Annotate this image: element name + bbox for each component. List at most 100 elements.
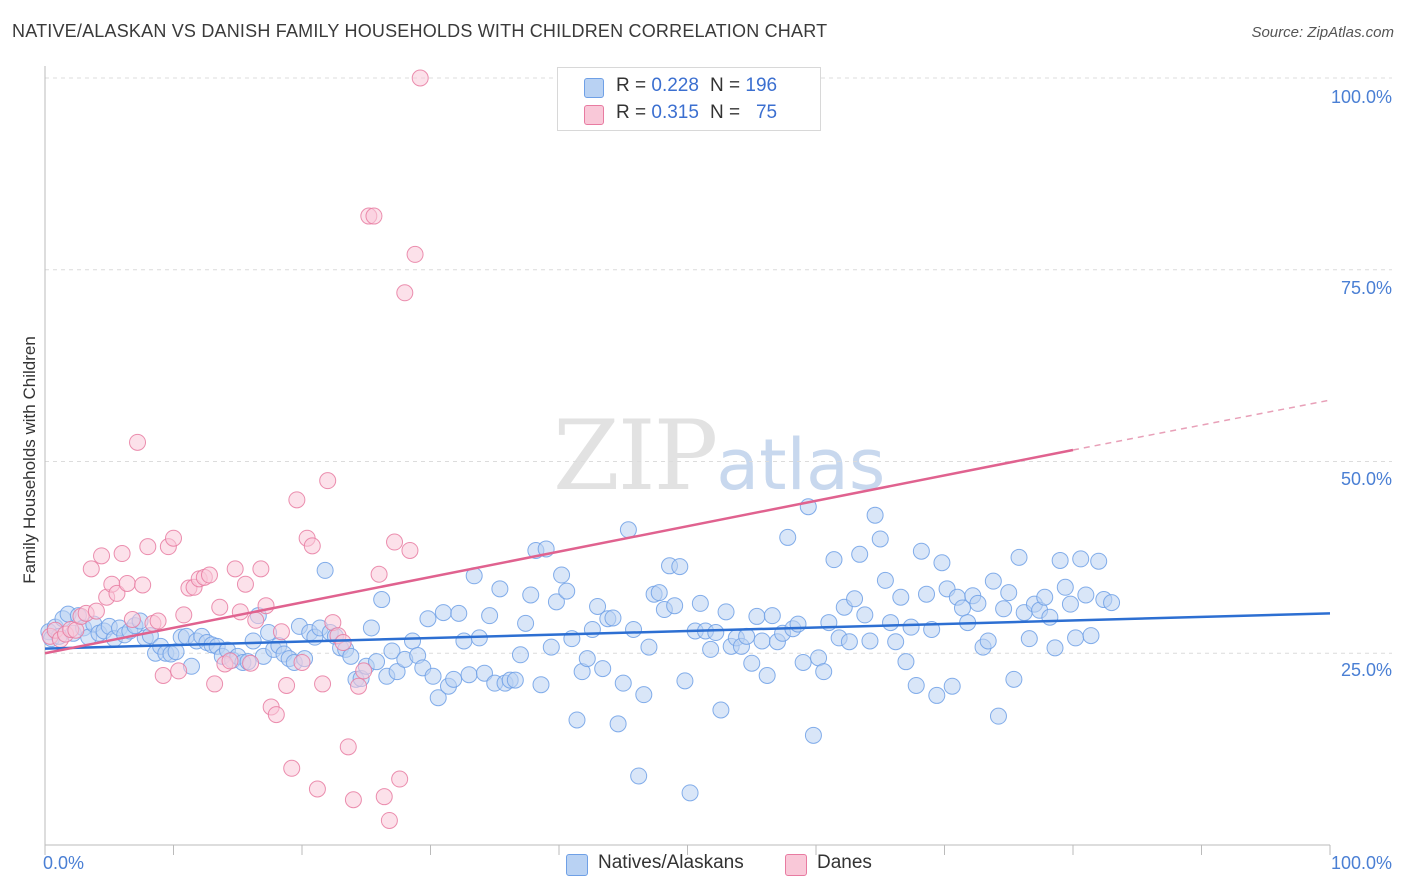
data-point [206,675,224,693]
data-point [362,619,380,637]
data-point [1036,588,1054,606]
data-point [511,646,529,664]
data-point [902,618,920,636]
data-point [625,620,643,638]
data-point [293,653,311,671]
data-point [681,784,699,802]
data-point [434,604,452,622]
data-point [342,647,360,665]
data-point [851,545,869,563]
data-point [794,653,812,671]
trendline-danes [44,448,1074,655]
data-point [928,686,946,704]
data-point [355,662,373,680]
data-point [344,791,362,809]
data-point [748,607,766,625]
data-point [532,676,550,694]
data-point [871,530,889,548]
data-point [154,666,172,684]
data-point [460,666,478,684]
data-point [676,672,694,690]
data-point [614,674,632,692]
legend-swatch-natives [566,854,588,876]
data-point [108,584,126,602]
data-point [429,689,447,707]
data-point [912,542,930,560]
data-point [609,715,627,733]
data-point [319,472,337,490]
data-point [907,676,925,694]
data-point [702,640,720,658]
data-point [445,670,463,688]
data-point [1067,629,1085,647]
data-point [1082,627,1100,645]
data-point [568,711,586,729]
data-point [288,491,306,509]
data-point [969,594,987,612]
data-point [707,624,725,642]
stats-row-danes: R = 0.315 N = 75 [558,100,820,128]
data-point [226,560,244,578]
data-point [589,597,607,615]
data-point [558,582,576,600]
y-tick-50: 50.0% [1340,469,1392,489]
data-point [1090,552,1108,570]
data-point [278,676,296,694]
data-point [396,284,414,302]
y-tick-100: 100.0% [1330,87,1392,107]
data-point [314,675,332,693]
data-point [640,638,658,656]
data-point [123,611,141,629]
data-point [650,584,668,602]
data-point [200,566,218,584]
y-axis-label: Family Households with Children [20,336,39,584]
data-point [236,575,254,593]
data-point [252,560,270,578]
data-point [933,554,951,572]
data-point [170,662,188,680]
data-point [604,609,622,627]
data-point [247,611,265,629]
data-point [404,632,422,650]
data-point [522,586,540,604]
data-point [368,653,386,671]
data-point [779,528,797,546]
data-point [1010,548,1028,566]
data-point [1046,639,1064,657]
series-danes [41,69,429,829]
data-point [789,615,807,633]
data-point [221,652,239,670]
data-point [370,565,388,583]
data-point [671,558,689,576]
data-point [979,632,997,650]
data-point [943,677,961,695]
data-point [804,726,822,744]
data-point [380,811,398,829]
data-point [411,69,429,87]
data-point [283,759,301,777]
natives-swatch [584,78,604,98]
chart-title: NATIVE/ALASKAN VS DANISH FAMILY HOUSEHOL… [12,21,828,41]
data-point [506,671,524,689]
data-point [455,632,473,650]
data-point [365,207,383,225]
data-point [763,607,781,625]
data-point [113,545,131,563]
data-point [635,686,653,704]
data-point [866,506,884,524]
data-point [424,667,442,685]
data-point [1103,594,1121,612]
data-point [129,433,147,451]
data-point [918,585,936,603]
data-point [134,576,152,594]
data-point [401,541,419,559]
trendline-danes-extension [1072,399,1331,451]
data-point [334,634,352,652]
series-natives [40,498,1121,802]
danes-swatch [584,105,604,125]
data-point [995,600,1013,618]
data-point [892,588,910,606]
data-point [840,633,858,651]
data-point [1072,550,1090,568]
data-point [308,780,326,798]
